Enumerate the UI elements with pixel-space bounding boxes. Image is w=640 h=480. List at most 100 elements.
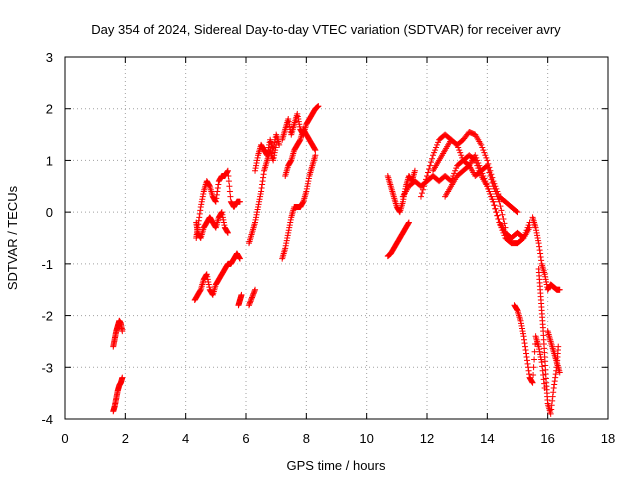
data-point — [315, 103, 322, 110]
data-point — [539, 367, 546, 374]
y-tick-label: 1 — [46, 153, 53, 168]
data-point — [255, 203, 262, 210]
data-point — [490, 198, 497, 205]
data-point — [259, 181, 266, 188]
data-point — [499, 211, 506, 218]
data-point — [205, 281, 212, 288]
data-point — [199, 193, 206, 200]
data-point — [287, 216, 294, 223]
data-point — [474, 157, 481, 164]
series-arc-13-d — [442, 162, 509, 231]
data-point — [252, 219, 259, 226]
data-point — [200, 191, 207, 198]
data-point — [491, 185, 498, 192]
data-point — [253, 214, 260, 221]
data-point — [285, 229, 292, 236]
data-point — [295, 118, 302, 125]
data-point — [220, 216, 227, 223]
y-tick-label: -3 — [41, 360, 53, 375]
data-point — [224, 168, 231, 175]
data-point — [219, 214, 226, 221]
data-point — [212, 197, 219, 204]
data-point — [253, 211, 260, 218]
axis-ticks — [64, 56, 609, 420]
data-point — [255, 201, 262, 208]
data-point — [433, 144, 440, 151]
data-point — [206, 284, 213, 291]
data-point — [497, 222, 504, 229]
series-arc-16-a — [529, 214, 563, 293]
data-point — [225, 178, 232, 185]
data-point — [548, 402, 555, 409]
data-point — [435, 139, 442, 146]
data-point — [249, 294, 256, 301]
data-point — [236, 198, 243, 205]
data-point — [485, 166, 492, 173]
x-tick-label: 16 — [540, 431, 554, 446]
data-point — [247, 298, 254, 305]
data-point — [500, 216, 507, 223]
data-point — [549, 393, 556, 400]
data-point — [550, 384, 557, 391]
data-point — [270, 157, 277, 164]
data-point — [214, 185, 221, 192]
series-arc-6.2 — [246, 286, 259, 309]
data-point — [198, 201, 205, 208]
series-arc-11-a — [384, 219, 412, 260]
data-point — [514, 209, 521, 216]
data-point — [271, 141, 278, 148]
data-point — [399, 198, 406, 205]
data-point — [524, 360, 531, 367]
data-point — [533, 227, 540, 234]
data-point — [304, 180, 311, 187]
data-point — [536, 243, 543, 250]
data-point — [259, 178, 266, 185]
data-point — [496, 219, 503, 226]
data-point — [489, 179, 496, 186]
data-point — [520, 330, 527, 337]
data-point — [254, 157, 261, 164]
data-point — [547, 410, 554, 417]
data-point — [246, 302, 253, 309]
series-arc-4.5-upper — [193, 167, 243, 241]
x-tick-label: 8 — [303, 431, 310, 446]
data-point — [535, 343, 542, 350]
data-point — [253, 160, 260, 167]
data-point — [495, 196, 502, 203]
data-point — [227, 193, 234, 200]
data-point — [482, 152, 489, 159]
data-point — [518, 320, 525, 327]
data-point — [247, 299, 254, 306]
data-point — [497, 203, 504, 210]
data-point — [276, 141, 283, 148]
data-point — [312, 152, 319, 159]
data-point — [525, 364, 532, 371]
data-point — [260, 171, 267, 178]
data-point — [520, 333, 527, 340]
data-point — [534, 235, 541, 241]
data-point — [488, 193, 495, 200]
data-point — [265, 147, 272, 154]
data-point — [493, 191, 500, 198]
plot-frame — [64, 56, 609, 420]
data-point — [204, 273, 211, 280]
x-tick-label: 0 — [61, 431, 68, 446]
data-point — [221, 222, 228, 229]
data-point — [283, 237, 290, 244]
data-point — [424, 172, 430, 179]
data-point — [549, 397, 556, 404]
x-tick-label: 14 — [480, 431, 494, 446]
data-point — [502, 224, 509, 231]
data-point — [305, 175, 312, 182]
data-point — [304, 183, 311, 190]
data-point — [530, 372, 537, 379]
x-tick-label: 6 — [242, 431, 249, 446]
data-point — [492, 205, 499, 212]
data-point — [552, 371, 559, 378]
data-point — [534, 232, 541, 239]
data-point — [556, 369, 563, 376]
data-point — [472, 152, 479, 159]
series-arc-16-c — [544, 328, 563, 376]
data-point — [551, 378, 558, 385]
data-point — [249, 293, 256, 300]
